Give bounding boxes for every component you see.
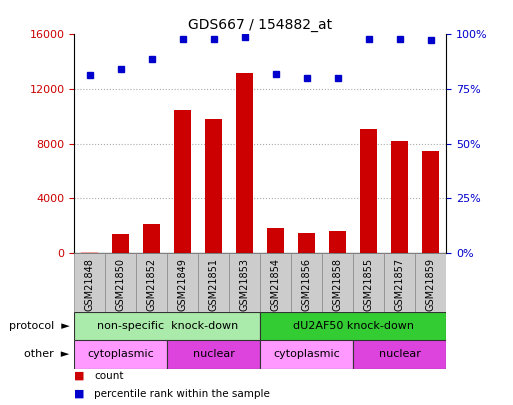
Text: other  ►: other ► — [24, 350, 69, 359]
Bar — [384, 253, 416, 312]
Bar — [416, 253, 446, 312]
Bar — [74, 253, 105, 312]
Bar — [74, 312, 260, 340]
Text: percentile rank within the sample: percentile rank within the sample — [94, 389, 270, 399]
Text: GSM21849: GSM21849 — [178, 258, 188, 311]
Text: GSM21858: GSM21858 — [333, 258, 343, 311]
Text: nuclear: nuclear — [379, 350, 421, 359]
Bar — [260, 312, 446, 340]
Bar — [229, 253, 260, 312]
Bar — [167, 340, 260, 369]
Bar — [82, 252, 98, 253]
Bar — [143, 224, 161, 253]
Text: GSM21853: GSM21853 — [240, 258, 250, 311]
Bar — [260, 340, 353, 369]
Text: GSM21848: GSM21848 — [85, 258, 95, 311]
Text: dU2AF50 knock-down: dU2AF50 knock-down — [293, 321, 414, 331]
Bar — [267, 228, 284, 253]
Text: ■: ■ — [74, 389, 85, 399]
Bar — [391, 141, 408, 253]
Bar — [353, 253, 384, 312]
Bar — [353, 340, 446, 369]
Title: GDS667 / 154882_at: GDS667 / 154882_at — [188, 18, 332, 32]
Text: GSM21856: GSM21856 — [302, 258, 312, 311]
Bar — [329, 231, 346, 253]
Bar — [322, 253, 353, 312]
Text: GSM21851: GSM21851 — [209, 258, 219, 311]
Text: ■: ■ — [74, 371, 85, 381]
Text: GSM21852: GSM21852 — [147, 258, 157, 311]
Bar — [360, 129, 378, 253]
Bar — [136, 253, 167, 312]
Text: non-specific  knock-down: non-specific knock-down — [97, 321, 238, 331]
Bar — [174, 110, 191, 253]
Text: cytoplasmic: cytoplasmic — [273, 350, 340, 359]
Text: protocol  ►: protocol ► — [9, 321, 69, 331]
Text: GSM21855: GSM21855 — [364, 258, 374, 311]
Bar — [199, 253, 229, 312]
Text: count: count — [94, 371, 124, 381]
Bar — [422, 151, 439, 253]
Text: GSM21857: GSM21857 — [395, 258, 405, 311]
Bar — [167, 253, 199, 312]
Text: GSM21859: GSM21859 — [426, 258, 436, 311]
Bar — [260, 253, 291, 312]
Bar — [205, 119, 222, 253]
Text: nuclear: nuclear — [193, 350, 235, 359]
Text: GSM21850: GSM21850 — [116, 258, 126, 311]
Bar — [105, 253, 136, 312]
Text: cytoplasmic: cytoplasmic — [88, 350, 154, 359]
Bar — [74, 340, 167, 369]
Bar — [236, 73, 253, 253]
Bar — [291, 253, 322, 312]
Text: GSM21854: GSM21854 — [271, 258, 281, 311]
Bar — [299, 233, 315, 253]
Bar — [112, 234, 129, 253]
